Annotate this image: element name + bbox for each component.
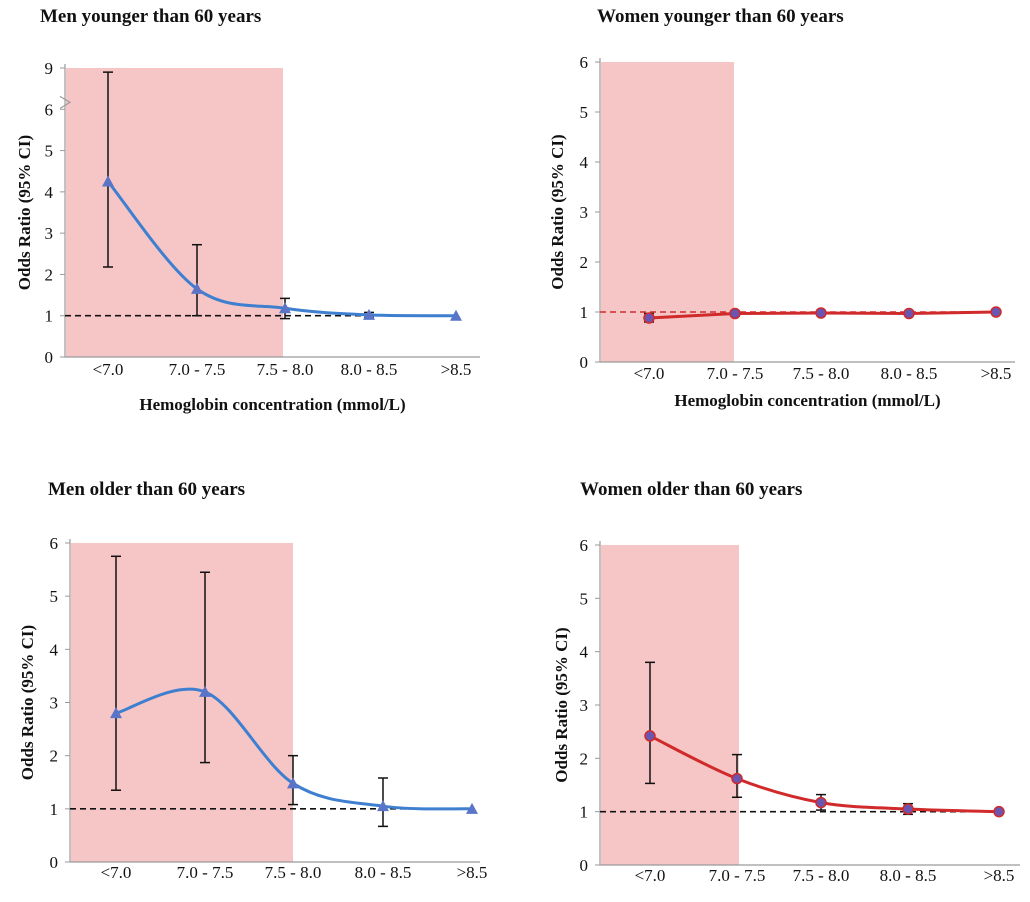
x-tick-label: 7.0 - 7.5 bbox=[177, 863, 234, 882]
x-axis-label: Hemoglobin concentration (mmol/L) bbox=[674, 391, 940, 410]
y-axis-label: Odds Ratio (95% CI) bbox=[548, 134, 567, 289]
y-tick-label: 5 bbox=[50, 587, 59, 606]
x-tick-label: <7.0 bbox=[101, 863, 132, 882]
chart-plot: 0 1 2 3 4 5 6 <7.0 7.0 - 7.5 7.5 - 8.0 8.0 - 8.5 >8… bbox=[18, 534, 488, 882]
y-axis-label: Odds Ratio (95% CI) bbox=[18, 625, 37, 780]
y-tick-label: 3 bbox=[580, 203, 589, 222]
x-tick-label: >8.5 bbox=[441, 360, 472, 379]
y-tick-label: 0 bbox=[580, 856, 589, 875]
x-tick-label: <7.0 bbox=[635, 866, 666, 885]
y-tick-label: 0 bbox=[45, 348, 54, 367]
data-point bbox=[644, 730, 656, 742]
data-point bbox=[902, 803, 914, 815]
shaded-region bbox=[71, 543, 293, 862]
data-point bbox=[903, 307, 915, 320]
chart-panel-women-under-60: Women younger than 60 years 0 1 2 3 4 5 6 <7.0 7… bbox=[515, 0, 1030, 451]
y-tick-label: 5 bbox=[45, 142, 54, 161]
y-tick-label: 3 bbox=[45, 224, 54, 243]
y-tick-label: 2 bbox=[45, 265, 54, 284]
y-tick-label: 2 bbox=[580, 749, 589, 768]
x-tick-label: 7.0 - 7.5 bbox=[709, 866, 766, 885]
error-bar bbox=[200, 571, 210, 764]
y-tick-label: 6 bbox=[45, 100, 54, 119]
x-tick-label: >8.5 bbox=[457, 863, 488, 882]
data-point bbox=[815, 796, 827, 809]
chart-plot: 0 1 2 3 4 5 6 <7.0 7.0 - 7.5 7.5 - 8.0 8.0 - 8.5 >8… bbox=[548, 53, 1015, 410]
series-line bbox=[115, 687, 473, 811]
data-point bbox=[377, 800, 389, 812]
y-tick-label: 4 bbox=[50, 640, 59, 659]
chart-panel-women-over-60: Women older than 60 years 0 1 2 3 4 5 6 <7.0 7.0… bbox=[515, 451, 1030, 902]
x-tick-label: 8.0 - 8.5 bbox=[880, 866, 937, 885]
x-tick-label: 8.0 - 8.5 bbox=[355, 863, 412, 882]
y-tick-label: 1 bbox=[45, 307, 54, 326]
shaded-region bbox=[601, 545, 739, 865]
data-point bbox=[993, 805, 1005, 818]
data-point bbox=[363, 308, 375, 320]
data-point bbox=[729, 307, 741, 320]
data-point bbox=[199, 685, 211, 697]
x-tick-label: >8.5 bbox=[981, 364, 1012, 383]
data-point bbox=[815, 307, 827, 319]
axis-break-icon bbox=[59, 95, 72, 109]
data-point bbox=[466, 802, 478, 814]
y-tick-label: 6 bbox=[580, 536, 589, 555]
error-bar bbox=[645, 661, 655, 785]
data-point bbox=[450, 309, 462, 321]
x-tick-label: 7.0 - 7.5 bbox=[169, 360, 226, 379]
x-axis-label: Hemoglobin concentration (mmol/L) bbox=[677, 899, 943, 902]
x-tick-label: >8.5 bbox=[984, 866, 1015, 885]
y-tick-label: 5 bbox=[580, 103, 589, 122]
x-tick-label: 7.5 - 8.0 bbox=[257, 360, 314, 379]
x-axis-label: Hemoglobin concentration (mmol/L) bbox=[139, 395, 405, 414]
chart-panel-men-over-60: Men older than 60 years 0 1 2 3 4 5 6 <7.0 7.0 -… bbox=[0, 451, 515, 902]
data-point bbox=[287, 777, 299, 789]
data-point bbox=[110, 707, 122, 719]
x-tick-label: 7.5 - 8.0 bbox=[265, 863, 322, 882]
x-tick-label: 8.0 - 8.5 bbox=[881, 364, 938, 383]
data-point bbox=[279, 302, 291, 314]
y-tick-label: 0 bbox=[580, 353, 589, 372]
error-bar bbox=[111, 555, 121, 791]
y-tick-label: 1 bbox=[580, 303, 589, 322]
chart-panel-men-under-60: Men younger than 60 years 0 1 2 3 4 5 6 9 <7.0 7.… bbox=[0, 0, 515, 451]
chart-title: Women younger than 60 years bbox=[597, 6, 844, 27]
y-tick-label: 6 bbox=[50, 534, 59, 553]
x-tick-label: 7.5 - 8.0 bbox=[793, 866, 850, 885]
chart-title: Women older than 60 years bbox=[580, 479, 803, 500]
x-tick-label: 7.0 - 7.5 bbox=[707, 364, 764, 383]
data-point bbox=[731, 772, 743, 785]
y-tick-label: 9 bbox=[45, 59, 54, 78]
x-tick-label: <7.0 bbox=[93, 360, 124, 379]
x-tick-label: 8.0 - 8.5 bbox=[341, 360, 398, 379]
x-tick-label: <7.0 bbox=[634, 364, 665, 383]
chart-plot: 0 1 2 3 4 5 6 9 <7.0 7.0 - 7.5 7.5 - 8.0 8.0 - 8.5 >… bbox=[15, 59, 480, 414]
y-tick-label: 4 bbox=[580, 153, 589, 172]
shaded-region bbox=[66, 68, 283, 357]
data-point bbox=[643, 312, 655, 324]
y-tick-label: 1 bbox=[50, 800, 59, 819]
y-tick-label: 3 bbox=[580, 696, 589, 715]
y-tick-label: 0 bbox=[50, 853, 59, 872]
chart-title: Men older than 60 years bbox=[48, 479, 246, 500]
error-bar bbox=[103, 71, 113, 268]
y-tick-label: 5 bbox=[580, 589, 589, 608]
chart-plot: 0 1 2 3 4 5 6 <7.0 7.0 - 7.5 7.5 - 8.0 8.0 - 8.5 >8… bbox=[552, 536, 1020, 902]
y-axis-label: Odds Ratio (95% CI) bbox=[15, 135, 34, 290]
y-tick-label: 6 bbox=[580, 53, 589, 72]
y-tick-label: 4 bbox=[45, 183, 54, 202]
y-axis-label: Odds Ratio (95% CI) bbox=[552, 627, 571, 782]
error-bar bbox=[192, 243, 202, 317]
y-tick-label: 4 bbox=[580, 643, 589, 662]
data-point bbox=[990, 306, 1002, 318]
chart-title: Men younger than 60 years bbox=[40, 6, 262, 27]
y-tick-label: 2 bbox=[50, 747, 59, 766]
data-point bbox=[102, 175, 114, 187]
y-tick-label: 2 bbox=[580, 253, 589, 272]
data-point bbox=[191, 282, 203, 294]
y-tick-label: 3 bbox=[50, 694, 59, 713]
x-tick-label: 7.5 - 8.0 bbox=[793, 364, 850, 383]
y-tick-label: 1 bbox=[580, 803, 589, 822]
